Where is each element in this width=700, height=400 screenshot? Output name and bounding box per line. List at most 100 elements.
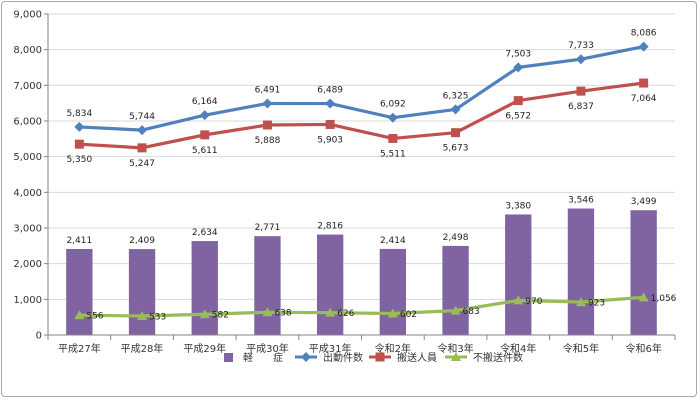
- bar: [505, 214, 532, 335]
- bar: [442, 245, 469, 335]
- line-point: [262, 98, 273, 109]
- line-data-label: 5,744: [129, 112, 155, 122]
- line-point: [74, 139, 84, 149]
- line-series: [74, 41, 649, 320]
- line-point: [388, 133, 398, 143]
- line-point: [576, 86, 586, 96]
- line-data-label: 5,350: [66, 155, 92, 165]
- line-data-label: 5,888: [255, 136, 281, 146]
- line-data-label: 602: [400, 310, 417, 320]
- legend-marker: [451, 352, 461, 361]
- line-point: [74, 310, 85, 320]
- legend-marker: [301, 352, 311, 362]
- line-data-label: 6,325: [443, 91, 469, 101]
- bar: [630, 210, 657, 335]
- data-labels: 2,411 2,409 2,634 2,771 2,816 2,414 2,498 3,380…: [66, 29, 676, 323]
- line-point: [262, 307, 273, 317]
- series-line: [79, 295, 644, 318]
- legend-label: 出動件数: [323, 351, 363, 364]
- line-data-label: 7,733: [568, 41, 594, 51]
- legend-swatch-bar: [224, 353, 233, 362]
- bar: [128, 249, 156, 335]
- x-tick-label: 令和2年: [375, 342, 411, 355]
- line-data-label: 5,834: [66, 109, 92, 119]
- bar-data-label: 3,499: [631, 197, 657, 207]
- line-point: [199, 309, 210, 319]
- x-tick-label: 平成28年: [121, 342, 164, 355]
- y-tick-label: 5,000: [13, 152, 42, 163]
- x-tick-label: 令和3年: [437, 342, 473, 355]
- bar-data-label: 2,414: [380, 236, 406, 246]
- line-point: [137, 143, 147, 153]
- legend-label: 搬送人員: [397, 351, 437, 364]
- legend-label: 軽 症: [243, 351, 283, 364]
- line-point: [575, 54, 586, 65]
- line-point: [387, 112, 398, 123]
- line-data-label: 6,572: [505, 112, 531, 122]
- line-data-label: 6,837: [568, 102, 594, 112]
- bar-data-label: 2,498: [443, 233, 469, 243]
- x-tick-label: 平成27年: [58, 342, 101, 355]
- axes: 0 1,000 2,000 3,000 4,000 5,000 6,000 7,000 8,00…: [13, 10, 676, 355]
- bar-series: [66, 208, 657, 335]
- legend: 軽 症 出動件数 搬送人員 不搬送件数: [224, 351, 523, 364]
- line-point: [137, 310, 148, 320]
- bar: [316, 234, 344, 335]
- line-point: [325, 98, 336, 109]
- y-tick-label: 3,000: [13, 224, 42, 235]
- legend-label: 不搬送件数: [473, 351, 523, 364]
- line-data-label: 683: [463, 307, 480, 317]
- series-line: [79, 45, 644, 132]
- bar: [567, 208, 595, 335]
- line-point: [325, 307, 336, 317]
- series-line: [79, 81, 644, 150]
- y-tick-label: 7,000: [13, 81, 42, 92]
- line-data-label: 6,092: [380, 100, 406, 110]
- line-point: [200, 130, 210, 140]
- line-data-label: 5,247: [129, 159, 155, 169]
- legend-marker: [375, 352, 385, 362]
- bar: [254, 236, 281, 335]
- bar-data-label: 2,409: [129, 236, 155, 246]
- line-point: [450, 305, 461, 315]
- line-point: [199, 110, 210, 121]
- x-tick-label: 令和5年: [563, 342, 599, 355]
- bar-data-label: 2,816: [317, 222, 343, 232]
- line-point: [513, 295, 524, 305]
- line-data-label: 970: [525, 297, 542, 307]
- line-data-label: 638: [274, 309, 291, 319]
- bar: [191, 241, 218, 335]
- bar-data-label: 2,411: [66, 236, 92, 246]
- line-data-label: 5,611: [192, 146, 218, 156]
- line-point: [325, 119, 335, 129]
- bar-data-label: 3,380: [505, 201, 531, 211]
- x-tick-label: 平成30年: [246, 342, 289, 355]
- y-tick-label: 9,000: [13, 10, 42, 21]
- y-tick-label: 2,000: [13, 259, 42, 270]
- x-tick-label: 平成31年: [309, 342, 352, 355]
- line-point: [513, 96, 523, 106]
- line-point: [638, 292, 649, 302]
- line-data-label: 6,491: [255, 85, 281, 95]
- y-tick-label: 4,000: [13, 188, 42, 199]
- x-tick-label: 令和6年: [625, 342, 661, 355]
- line-data-label: 8,086: [631, 29, 657, 39]
- bar-data-label: 2,634: [192, 228, 218, 238]
- line-point: [513, 62, 524, 73]
- line-data-label: 533: [149, 312, 166, 322]
- bar-data-label: 2,771: [255, 223, 281, 233]
- line-data-label: 582: [212, 311, 229, 321]
- y-tick-label: 0: [36, 331, 42, 342]
- line-data-label: 7,503: [505, 49, 531, 59]
- bar: [66, 249, 93, 335]
- line-data-label: 923: [588, 299, 605, 309]
- line-point: [387, 308, 398, 318]
- line-point: [451, 128, 461, 138]
- line-point: [137, 125, 148, 136]
- bar-data-label: 3,546: [568, 196, 594, 206]
- y-tick-label: 8,000: [13, 45, 42, 56]
- line-data-label: 556: [86, 312, 103, 322]
- line-point: [450, 104, 461, 115]
- line-point: [638, 41, 649, 52]
